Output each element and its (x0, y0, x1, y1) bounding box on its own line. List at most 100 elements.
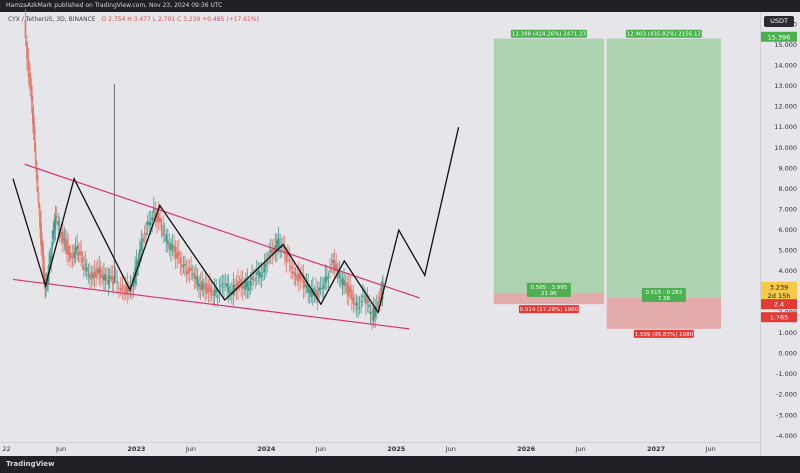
y-tick-label: 4.000 (778, 267, 797, 275)
candle-body (27, 59, 30, 77)
candle-body (330, 264, 333, 266)
candle-body (106, 277, 108, 279)
candle-body (285, 252, 288, 263)
candle-body (98, 267, 101, 274)
candle-body (148, 222, 151, 226)
candle-body (361, 296, 364, 298)
candle-body (288, 258, 291, 262)
candle-body (60, 232, 63, 238)
candle-body (33, 126, 36, 141)
candle-body (53, 222, 56, 234)
candle-body (195, 276, 197, 279)
candle-body (103, 274, 105, 281)
candle-body (301, 276, 303, 278)
candle-body (244, 281, 247, 290)
currency-button[interactable]: USDT (764, 16, 794, 27)
target-label-bg-1 (625, 29, 702, 38)
price-tag-bg-0 (761, 31, 797, 42)
price-tag-2: 2d 15h (768, 292, 791, 300)
candle-body (42, 254, 45, 273)
candle-body (255, 272, 258, 275)
y-tick-label: 8.000 (778, 185, 797, 193)
candle-body (180, 264, 183, 268)
candle-body (196, 277, 199, 285)
x-tick-label: 2026 (517, 445, 536, 453)
candle-body (99, 268, 102, 279)
candle-body (152, 208, 155, 213)
candle-body (104, 274, 107, 281)
candle-body (268, 253, 271, 258)
candle-body (350, 290, 353, 300)
candle-body (226, 283, 228, 288)
price-tag-4: 1.765 (770, 314, 789, 322)
candle-body (213, 290, 216, 296)
candle-body (321, 287, 324, 290)
candle-body (117, 287, 120, 289)
x-tick-label: Jun (705, 445, 716, 453)
candle-body (364, 295, 367, 305)
tradingview-logo[interactable]: TradingView (6, 460, 55, 468)
candle-body (48, 263, 51, 274)
price-tag-bg-3 (761, 299, 797, 310)
candle-body (64, 238, 67, 248)
candle-body (377, 301, 380, 307)
x-tick-label: 2023 (127, 445, 145, 453)
candle-body (266, 258, 269, 264)
candle-body (209, 285, 211, 292)
loss-zone-0 (493, 292, 605, 305)
candle-body (66, 239, 68, 254)
candle-body (277, 238, 280, 248)
candle-body (29, 73, 32, 90)
price-axis[interactable] (760, 12, 800, 456)
symbol-legend: CYX / TetherUS, 3D, BINANCE O 2.754 H 3.… (8, 16, 259, 23)
candle-body (271, 247, 274, 256)
candle-body (202, 285, 205, 287)
candle-body (224, 282, 227, 286)
symbol-name[interactable]: CYX / TetherUS, 3D, BINANCE (8, 16, 96, 23)
candle-body (39, 212, 41, 228)
entry-sublabel-1: 7.38 (658, 296, 671, 302)
candle-body (185, 271, 188, 275)
candle-body (201, 281, 204, 291)
candle-body (107, 279, 110, 285)
candle-body (55, 216, 58, 218)
candle-body (299, 272, 302, 280)
candle-body (67, 245, 70, 255)
candle-body (204, 283, 207, 292)
candle-body (110, 275, 112, 277)
candle-body (258, 271, 261, 278)
candle-body (101, 275, 104, 278)
candle-body (333, 260, 336, 272)
candle-body (319, 287, 322, 289)
candle-body (315, 289, 317, 297)
candle-body (251, 276, 253, 280)
candle-body (272, 248, 275, 253)
y-tick-label: 10.000 (774, 144, 797, 152)
candle-body (24, 20, 27, 39)
candle-body (372, 307, 375, 322)
candle-body (318, 287, 320, 291)
y-tick-label: 9.000 (778, 164, 797, 172)
time-axis[interactable] (0, 442, 760, 457)
candle-body (283, 247, 286, 255)
candle-body (151, 217, 154, 222)
candle-body (26, 41, 28, 60)
candle-body (96, 269, 99, 273)
candle-body (358, 306, 361, 308)
candle-body (57, 221, 60, 226)
publisher-text: HamzaAzkMark published on TradingView.co… (6, 2, 223, 9)
candle-body (52, 230, 55, 239)
candle-body (95, 268, 98, 278)
candle-body (82, 266, 85, 270)
candle-body (216, 295, 219, 297)
candle-body (50, 255, 53, 263)
candle-body (89, 274, 91, 279)
candle-body (43, 267, 46, 284)
x-tick-label: 22 (2, 445, 10, 453)
candle-body (369, 311, 372, 315)
candle-body (344, 283, 347, 287)
candle-body (138, 249, 141, 263)
candle-body (119, 287, 122, 292)
